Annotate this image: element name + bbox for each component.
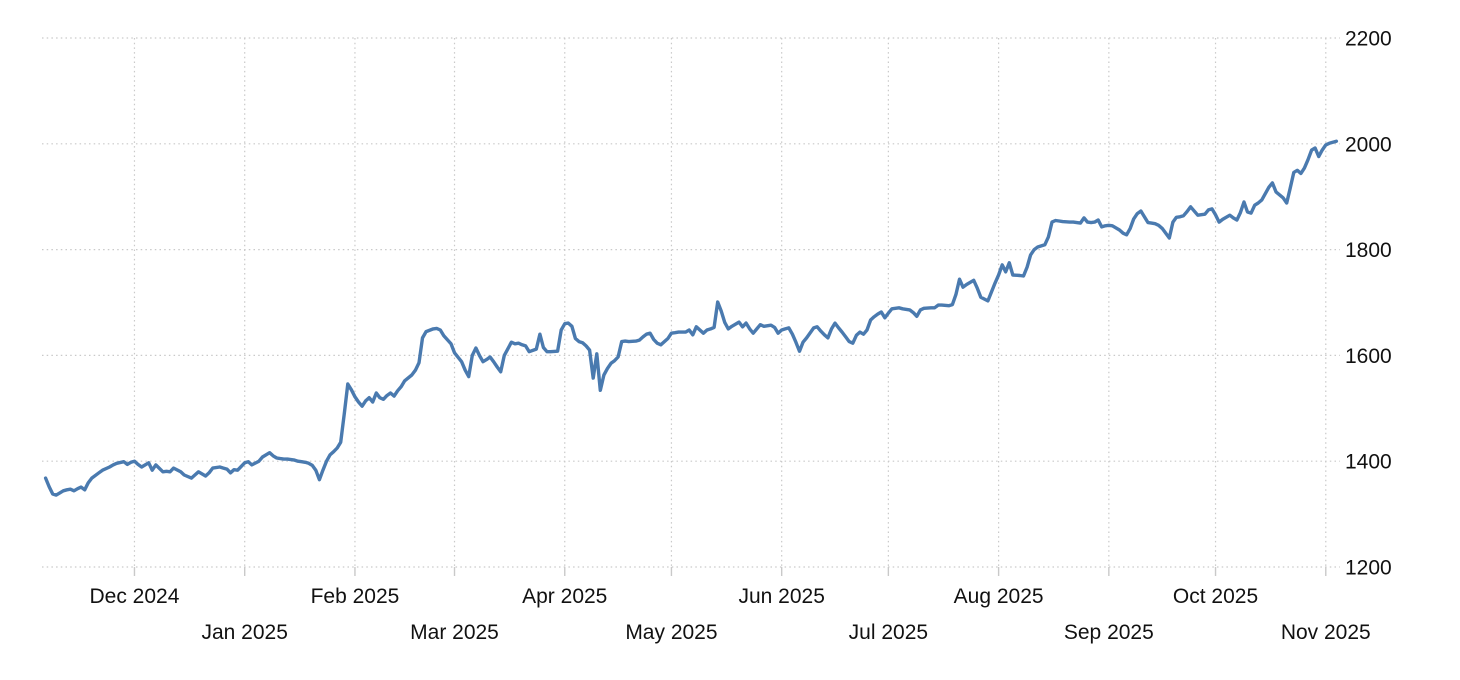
x-axis-tick-label: May 2025 — [625, 621, 717, 644]
y-axis-tick-label: 1600 — [1345, 345, 1392, 368]
x-axis-tick-label: Mar 2025 — [410, 621, 499, 644]
x-axis-tick-label: Dec 2024 — [90, 585, 180, 608]
y-axis-tick-label: 1400 — [1345, 451, 1392, 474]
x-axis-tick-label: Jul 2025 — [849, 621, 928, 644]
x-axis-tick-label: Jun 2025 — [738, 585, 824, 608]
data-series-line[interactable] — [43, 139, 1339, 497]
y-axis-tick-label: 2200 — [1345, 28, 1392, 51]
y-axis-tick-label: 1200 — [1345, 557, 1392, 580]
x-axis-tick-label: Oct 2025 — [1173, 585, 1258, 608]
y-axis-tick-label: 2000 — [1345, 133, 1392, 156]
x-axis-tick-label: Apr 2025 — [522, 585, 607, 608]
y-axis-tick-label: 1800 — [1345, 239, 1392, 262]
x-axis-tick-label: Sep 2025 — [1064, 621, 1154, 644]
x-axis-tick-label: Aug 2025 — [954, 585, 1044, 608]
x-axis-tick-label: Nov 2025 — [1281, 621, 1371, 644]
x-axis-tick-label: Feb 2025 — [311, 585, 400, 608]
x-axis-tick-label: Jan 2025 — [201, 621, 287, 644]
